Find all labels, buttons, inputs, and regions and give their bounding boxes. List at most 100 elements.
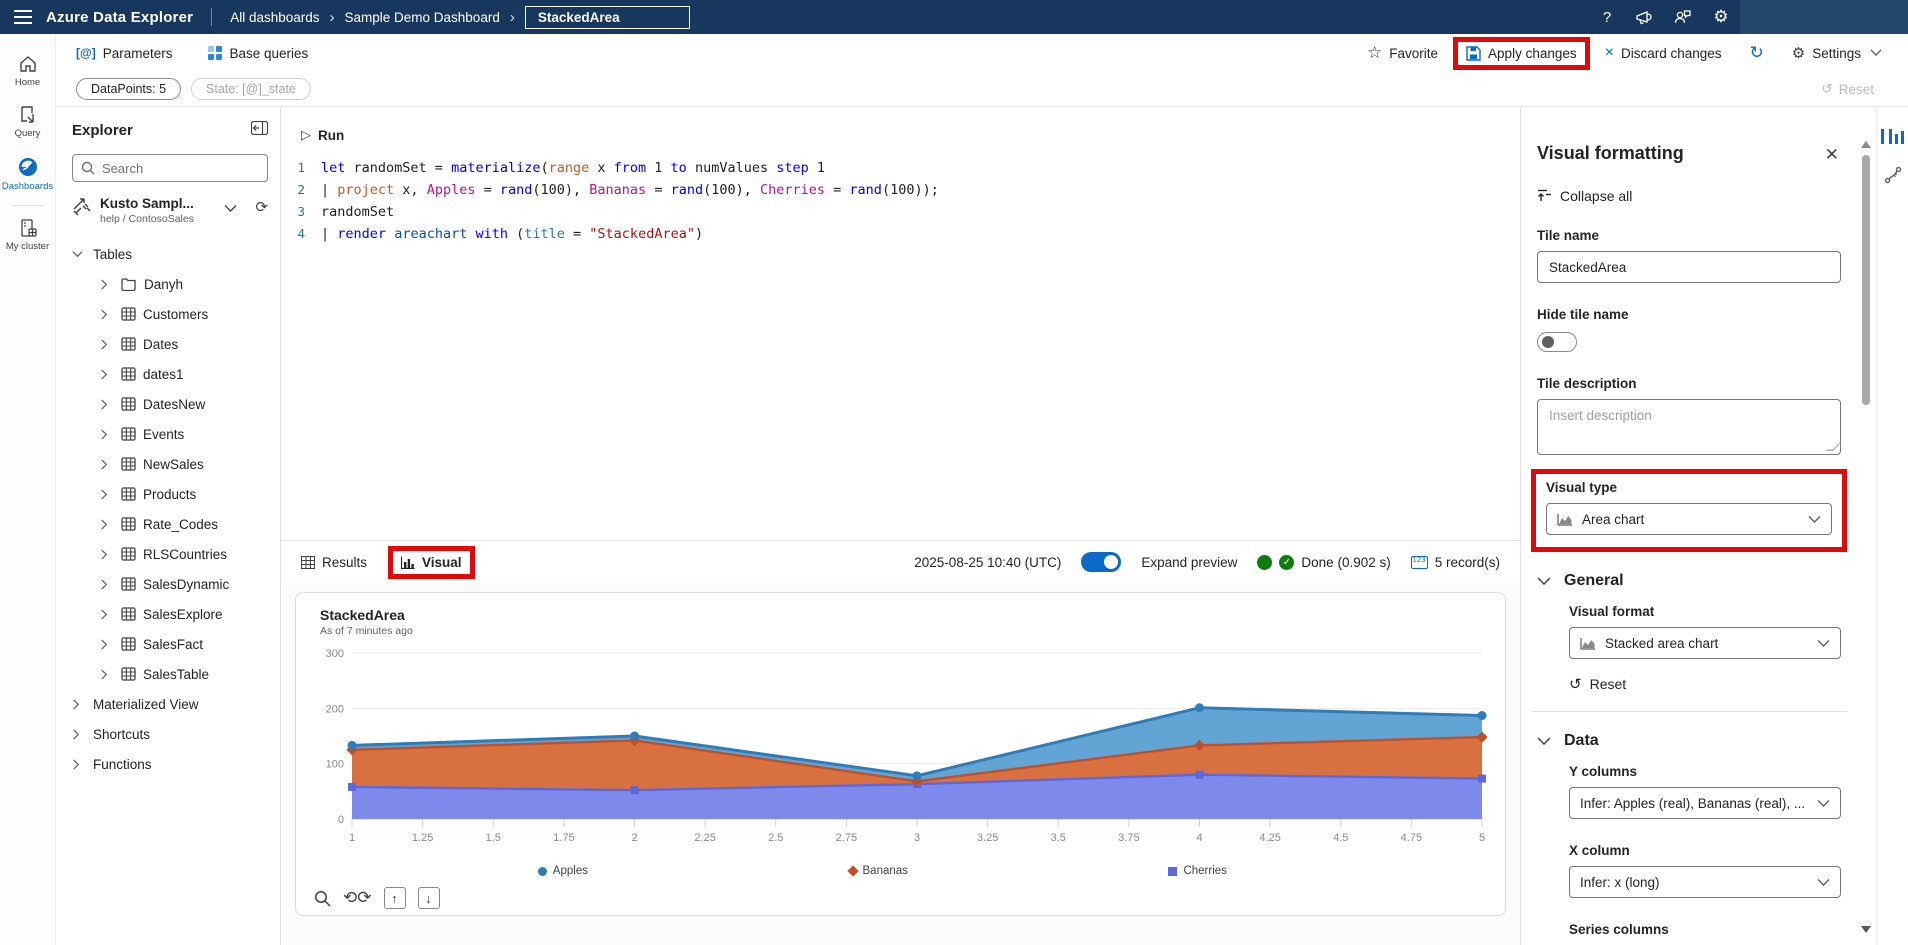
tree-item-products[interactable]: Products xyxy=(72,479,268,509)
settings-button[interactable]: ⚙ Settings xyxy=(1792,44,1882,62)
chevron-right-icon[interactable] xyxy=(100,668,114,680)
cluster-refresh-icon[interactable]: ⟳ xyxy=(255,199,268,216)
tree-item-salestable[interactable]: SalesTable xyxy=(72,659,268,689)
x-column-dropdown[interactable]: Infer: x (long) xyxy=(1569,866,1841,898)
tree-item-events[interactable]: Events xyxy=(72,419,268,449)
refresh-button[interactable]: ↻ xyxy=(1750,43,1764,63)
data-section-header[interactable]: Data xyxy=(1537,732,1841,750)
nav-my-cluster[interactable]: My cluster xyxy=(0,210,55,261)
legend-item-cherries[interactable]: Cherries xyxy=(1168,865,1227,877)
help-icon[interactable]: ? xyxy=(1602,8,1612,26)
tree-item-datesnew[interactable]: DatesNew xyxy=(72,389,268,419)
tile-name-breadcrumb-input[interactable]: StackedArea xyxy=(524,5,690,29)
tree-item-danyh[interactable]: Danyh xyxy=(72,269,268,299)
tree-item-newsales[interactable]: NewSales xyxy=(72,449,268,479)
hamburger-menu-icon[interactable] xyxy=(0,10,46,24)
resize-grip-icon[interactable] xyxy=(1825,442,1841,452)
breadcrumb-dashboard[interactable]: Sample Demo Dashboard xyxy=(344,9,500,25)
legend-item-bananas[interactable]: Bananas xyxy=(846,865,908,877)
cluster-selector[interactable]: Kusto Sampl... help / ContosoSales ⟳ xyxy=(72,196,268,225)
tree-item-shortcuts[interactable]: Shortcuts xyxy=(72,719,268,749)
nav-home[interactable]: Home xyxy=(0,46,55,97)
chevron-right-icon[interactable] xyxy=(100,488,114,500)
chevron-right-icon[interactable] xyxy=(100,398,114,410)
chevron-right-icon[interactable] xyxy=(100,338,114,350)
panel-close-icon[interactable]: ✕ xyxy=(1824,145,1839,164)
tree-item-salesdynamic[interactable]: SalesDynamic xyxy=(72,569,268,599)
legend-item-apples[interactable]: Apples xyxy=(537,865,588,877)
tree-item-customers[interactable]: Customers xyxy=(72,299,268,329)
tree-item-dates[interactable]: Dates xyxy=(72,329,268,359)
tab-visual[interactable]: Visual xyxy=(388,545,474,579)
chevron-down-icon[interactable] xyxy=(72,250,86,258)
parameters-reset-button[interactable]: ↺ Reset xyxy=(1821,81,1874,97)
general-section-header[interactable]: General xyxy=(1537,572,1841,590)
chevron-right-icon[interactable] xyxy=(100,518,114,530)
chevron-right-icon[interactable] xyxy=(100,428,114,440)
home-icon xyxy=(19,56,36,72)
collapse-panel-icon[interactable] xyxy=(250,120,269,140)
visual-formatting-tool-icon[interactable] xyxy=(1881,129,1904,144)
tab-results[interactable]: Results xyxy=(301,555,367,570)
datapoints-pill[interactable]: DataPoints: 5 xyxy=(76,78,182,100)
chevron-right-icon[interactable] xyxy=(72,698,86,710)
tree-item-tables[interactable]: Tables xyxy=(72,239,268,269)
tree-item-label: Shortcuts xyxy=(93,726,151,742)
chevron-right-icon[interactable] xyxy=(100,548,114,560)
general-reset-button[interactable]: ↺ Reset xyxy=(1569,676,1627,693)
scrollbar-thumb[interactable] xyxy=(1862,155,1870,405)
search-input[interactable] xyxy=(102,160,242,176)
hide-tile-name-label: Hide tile name xyxy=(1537,307,1629,322)
state-pill[interactable]: State: [@]_state xyxy=(191,78,311,100)
settings-gear-icon[interactable]: ⚙ xyxy=(1713,7,1729,26)
scroll-up-arrow[interactable] xyxy=(1861,141,1871,148)
chevron-right-icon[interactable] xyxy=(72,728,86,740)
tree-item-functions[interactable]: Functions xyxy=(72,749,268,779)
breadcrumb-all-dashboards[interactable]: All dashboards xyxy=(230,9,320,25)
zoom-search-icon[interactable] xyxy=(314,890,331,907)
favorite-button[interactable]: ☆ Favorite xyxy=(1367,43,1439,62)
base-queries-button[interactable]: Base queries xyxy=(208,46,308,61)
user-feedback-icon[interactable] xyxy=(1664,0,1702,34)
zoom-out-icon[interactable]: ↓ xyxy=(417,887,440,909)
chevron-right-icon[interactable] xyxy=(100,638,114,650)
hide-tile-name-toggle[interactable] xyxy=(1537,332,1577,352)
tree-item-salesfact[interactable]: SalesFact xyxy=(72,629,268,659)
chevron-right-icon[interactable] xyxy=(100,458,114,470)
query-editor[interactable]: ▷ Run 1 let randomSet = materialize(range… xyxy=(281,107,1520,540)
reset-zoom-icon[interactable]: ⟲⟳ xyxy=(343,888,372,907)
scroll-down-arrow[interactable] xyxy=(1861,926,1871,933)
tree-item-label: Functions xyxy=(93,756,152,772)
nav-dashboards[interactable]: Dashboards xyxy=(0,148,55,201)
collapse-all-button[interactable]: Collapse all xyxy=(1537,188,1841,204)
zoom-in-icon[interactable]: ↑ xyxy=(383,887,406,909)
tree-item-dates1[interactable]: dates1 xyxy=(72,359,268,389)
visual-type-dropdown[interactable]: Area chart xyxy=(1546,503,1832,535)
connections-link-icon[interactable] xyxy=(1884,166,1902,189)
chart-title: StackedArea xyxy=(320,607,405,623)
chevron-right-icon[interactable] xyxy=(100,308,114,320)
tile-description-input[interactable]: Insert description xyxy=(1537,399,1841,455)
chevron-right-icon[interactable] xyxy=(100,278,114,290)
explorer-search[interactable] xyxy=(72,154,268,182)
chevron-right-icon[interactable] xyxy=(72,758,86,770)
visual-format-dropdown[interactable]: Stacked area chart xyxy=(1569,627,1841,659)
y-columns-dropdown[interactable]: Infer: Apples (real), Bananas (real), ..… xyxy=(1569,787,1841,819)
feedback-megaphone-icon[interactable] xyxy=(1626,0,1664,34)
apply-changes-button[interactable]: Apply changes xyxy=(1453,36,1590,70)
tile-name-input[interactable]: StackedArea xyxy=(1537,251,1841,283)
tree-item-rlscountries[interactable]: RLSCountries xyxy=(72,539,268,569)
discard-changes-button[interactable]: × Discard changes xyxy=(1604,44,1722,61)
parameters-button[interactable]: [@] Parameters xyxy=(76,45,173,61)
chevron-down-icon[interactable] xyxy=(224,200,237,218)
run-button[interactable]: ▷ Run xyxy=(301,127,345,143)
tree-item-materialized-view[interactable]: Materialized View xyxy=(72,689,268,719)
tree-item-rate-codes[interactable]: Rate_Codes xyxy=(72,509,268,539)
tree-item-label: DatesNew xyxy=(143,396,206,412)
expand-preview-toggle[interactable] xyxy=(1081,552,1122,572)
chevron-right-icon[interactable] xyxy=(100,608,114,620)
nav-query[interactable]: Query xyxy=(0,97,55,148)
chevron-right-icon[interactable] xyxy=(100,368,114,380)
tree-item-salesexplore[interactable]: SalesExplore xyxy=(72,599,268,629)
chevron-right-icon[interactable] xyxy=(100,578,114,590)
